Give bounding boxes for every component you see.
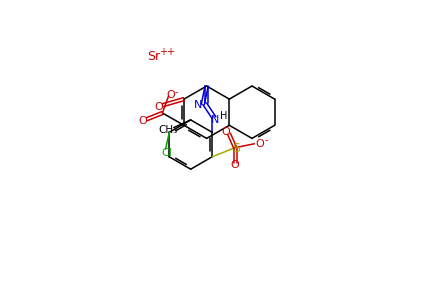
Text: CH₃: CH₃ bbox=[158, 125, 177, 135]
Text: S: S bbox=[231, 142, 240, 155]
Text: -: - bbox=[174, 87, 178, 97]
Text: O: O bbox=[221, 127, 230, 137]
Text: O: O bbox=[154, 102, 163, 112]
Text: O: O bbox=[230, 160, 239, 170]
Text: Sr: Sr bbox=[147, 49, 160, 63]
Text: N: N bbox=[194, 100, 202, 110]
Text: -: - bbox=[264, 135, 268, 145]
Text: O: O bbox=[166, 90, 175, 100]
Text: N: N bbox=[210, 115, 219, 125]
Text: H: H bbox=[219, 111, 227, 121]
Text: ++: ++ bbox=[158, 47, 174, 57]
Text: O: O bbox=[138, 116, 147, 126]
Text: O: O bbox=[255, 139, 264, 149]
Text: Cl: Cl bbox=[161, 148, 172, 158]
